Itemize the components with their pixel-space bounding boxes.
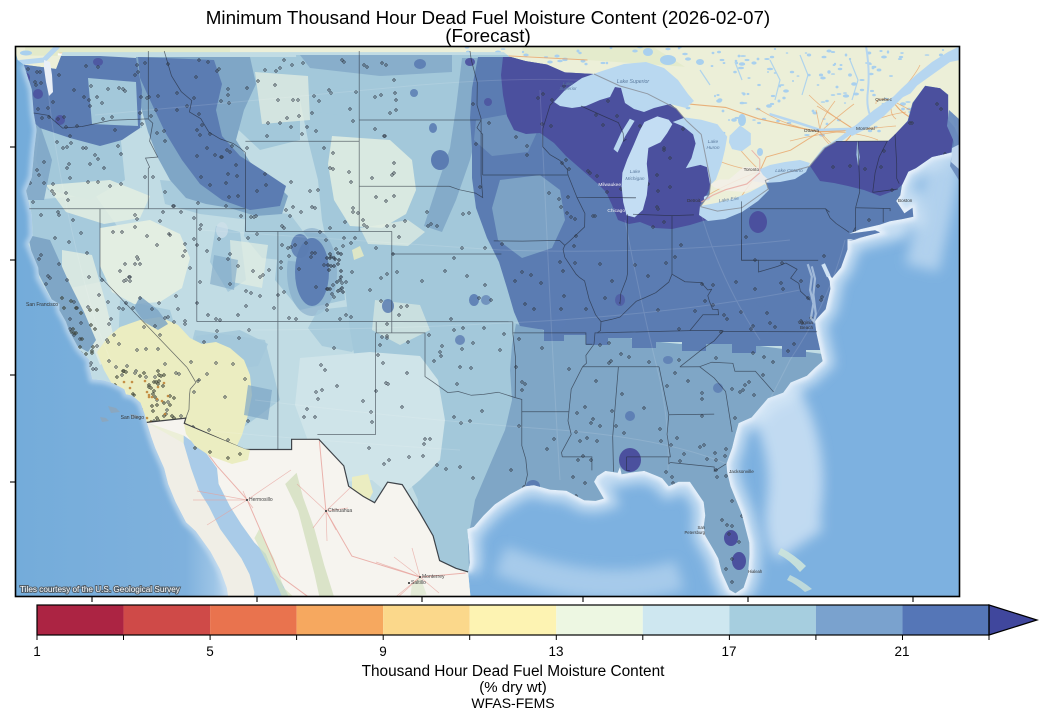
svg-text:Lake Superior: Lake Superior <box>617 79 650 85</box>
svg-text:Jacksonville: Jacksonville <box>729 469 754 474</box>
svg-text:San Francisco: San Francisco <box>26 302 58 308</box>
svg-text:Lake: Lake <box>630 169 641 175</box>
svg-text:Superior: Superior <box>559 86 577 91</box>
svg-text:Tiles courtesy of the U.S. Geo: Tiles courtesy of the U.S. Geological Su… <box>20 585 181 594</box>
svg-text:17: 17 <box>721 644 736 659</box>
svg-text:Tiles courtesy of the U.S. Geo: Tiles courtesy of the U.S. Geological Su… <box>20 585 181 594</box>
svg-text:Quebec: Quebec <box>875 97 892 103</box>
svg-text:Michigan: Michigan <box>625 176 645 182</box>
svg-text:5: 5 <box>206 644 214 659</box>
svg-text:Monterrey: Monterrey <box>422 574 445 580</box>
svg-text:Beach: Beach <box>800 325 813 330</box>
svg-text:San Diego: San Diego <box>121 415 145 421</box>
svg-text:(Forecast): (Forecast) <box>445 25 531 46</box>
svg-text:Montreal: Montreal <box>856 126 875 132</box>
svg-text:Chihuahua: Chihuahua <box>328 508 352 514</box>
svg-text:Boston: Boston <box>898 198 913 203</box>
svg-text:13: 13 <box>548 644 563 659</box>
svg-text:Ottawa: Ottawa <box>804 128 820 134</box>
svg-text:Chicago: Chicago <box>607 208 625 214</box>
svg-text:Milwaukee: Milwaukee <box>598 182 621 188</box>
svg-text:Thousand Hour Dead Fuel Moistu: Thousand Hour Dead Fuel Moisture Content <box>362 663 666 680</box>
svg-text:Lake Erie: Lake Erie <box>718 196 739 205</box>
svg-text:San: San <box>698 525 706 530</box>
svg-text:Minimum Thousand Hour Dead Fue: Minimum Thousand Hour Dead Fuel Moisture… <box>206 7 770 28</box>
svg-text:Lake: Lake <box>563 81 573 86</box>
svg-text:Toronto: Toronto <box>744 167 760 172</box>
svg-text:WFAS-FEMS: WFAS-FEMS <box>471 695 554 711</box>
svg-text:Hialeah: Hialeah <box>748 569 763 574</box>
svg-text:Virginia: Virginia <box>798 320 814 325</box>
svg-text:(% dry wt): (% dry wt) <box>479 679 547 696</box>
svg-text:Huron: Huron <box>706 145 719 151</box>
svg-text:Saltillo: Saltillo <box>411 580 426 586</box>
svg-text:21: 21 <box>894 644 909 659</box>
svg-text:1: 1 <box>33 644 41 659</box>
svg-text:Hermosillo: Hermosillo <box>249 497 273 503</box>
svg-text:Petersburg: Petersburg <box>685 530 706 535</box>
svg-text:Detroit: Detroit <box>687 198 701 203</box>
svg-text:Lake: Lake <box>708 139 719 145</box>
svg-text:Lake Ontario: Lake Ontario <box>775 168 803 174</box>
svg-text:9: 9 <box>379 644 387 659</box>
